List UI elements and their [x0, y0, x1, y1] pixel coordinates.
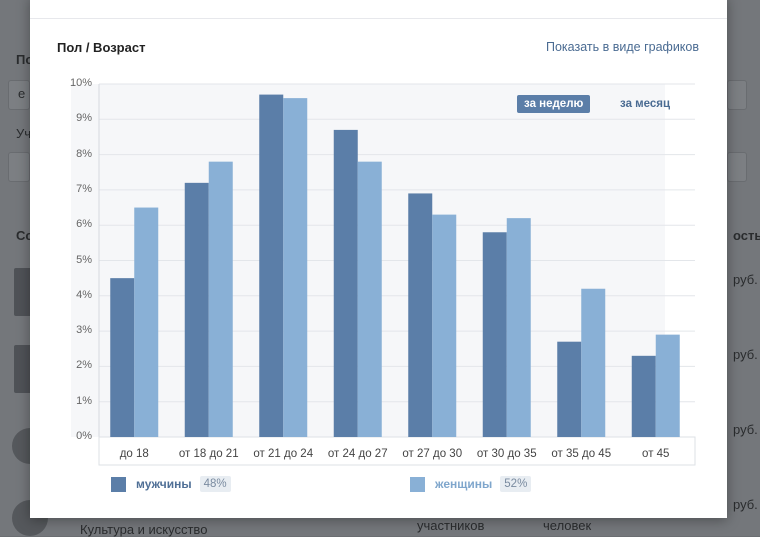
y-tick-label: 1%	[76, 394, 92, 407]
y-tick-label: 9%	[76, 112, 92, 125]
bg-fragment: е	[18, 86, 26, 101]
bg-price: руб.	[733, 272, 758, 287]
x-tick-label: от 18 до 21	[178, 448, 239, 460]
bg-fragment: Уч	[16, 126, 32, 141]
y-tick-label: 10%	[69, 77, 92, 89]
bg-text: Культура и искусство	[80, 522, 208, 537]
x-tick-label: от 45	[642, 448, 670, 460]
legend-item-women[interactable]: женщины 52%	[410, 476, 532, 492]
x-tick-label: от 30 до 35	[476, 448, 537, 460]
bar-women[interactable]	[208, 161, 233, 437]
legend-swatch	[410, 476, 425, 492]
bar-women[interactable]	[655, 334, 680, 437]
x-tick-label: от 27 до 30	[402, 448, 463, 460]
y-tick-label: 7%	[76, 182, 92, 195]
bg-price: руб.	[733, 497, 758, 512]
legend-percent: 48%	[199, 476, 231, 492]
y-tick-label: 0%	[76, 430, 92, 442]
bar-men[interactable]	[482, 232, 507, 437]
x-tick-label: от 21 до 24	[253, 448, 314, 460]
legend-label: мужчины	[136, 477, 192, 491]
bg-price: руб.	[733, 347, 758, 362]
y-tick-label: 2%	[76, 359, 92, 372]
modal-header-strip	[30, 0, 727, 19]
bar-men[interactable]	[259, 94, 284, 437]
bar-men[interactable]	[184, 182, 209, 437]
bg-fragment: По	[16, 52, 34, 67]
y-tick-label: 5%	[76, 253, 92, 266]
bar-men[interactable]	[631, 355, 656, 437]
legend-swatch	[111, 476, 126, 492]
x-tick-label: от 24 до 27	[327, 448, 388, 460]
bar-women[interactable]	[581, 288, 606, 437]
show-as-graphs-link[interactable]: Показать в виде графиков	[546, 40, 699, 54]
y-tick-label: 8%	[76, 147, 92, 160]
bar-men[interactable]	[408, 193, 433, 437]
bar-men[interactable]	[110, 278, 135, 437]
period-week-button[interactable]: за неделю	[517, 95, 591, 113]
legend-label: женщины	[435, 477, 493, 491]
legend-percent: 52%	[500, 476, 532, 492]
bar-women[interactable]	[283, 98, 308, 438]
bg-text: участников	[417, 518, 485, 533]
period-month-button[interactable]: за месяц	[620, 98, 671, 110]
y-tick-label: 4%	[76, 288, 92, 301]
x-axis-band	[98, 436, 696, 466]
bar-women[interactable]	[357, 161, 382, 437]
bg-text: человек	[543, 518, 592, 533]
x-tick-label: от 35 до 45	[551, 448, 612, 460]
bg-fragment: ость	[733, 228, 760, 243]
chart-title: Пол / Возраст	[57, 40, 146, 55]
bar-women[interactable]	[432, 214, 457, 437]
bar-women[interactable]	[506, 218, 531, 437]
bg-fragment: Со	[16, 228, 34, 243]
bg-input	[8, 152, 30, 182]
y-tick-label: 3%	[76, 324, 92, 337]
bar-women[interactable]	[134, 207, 159, 437]
bar-men[interactable]	[333, 129, 358, 437]
bg-input	[8, 80, 30, 110]
legend-item-men[interactable]: мужчины 48%	[111, 476, 231, 492]
x-tick-label: до 18	[119, 448, 149, 460]
bg-input	[727, 80, 747, 110]
bg-price: руб.	[733, 422, 758, 437]
y-tick-label: 6%	[76, 218, 92, 231]
bg-input	[727, 152, 747, 182]
bar-men[interactable]	[557, 341, 582, 437]
